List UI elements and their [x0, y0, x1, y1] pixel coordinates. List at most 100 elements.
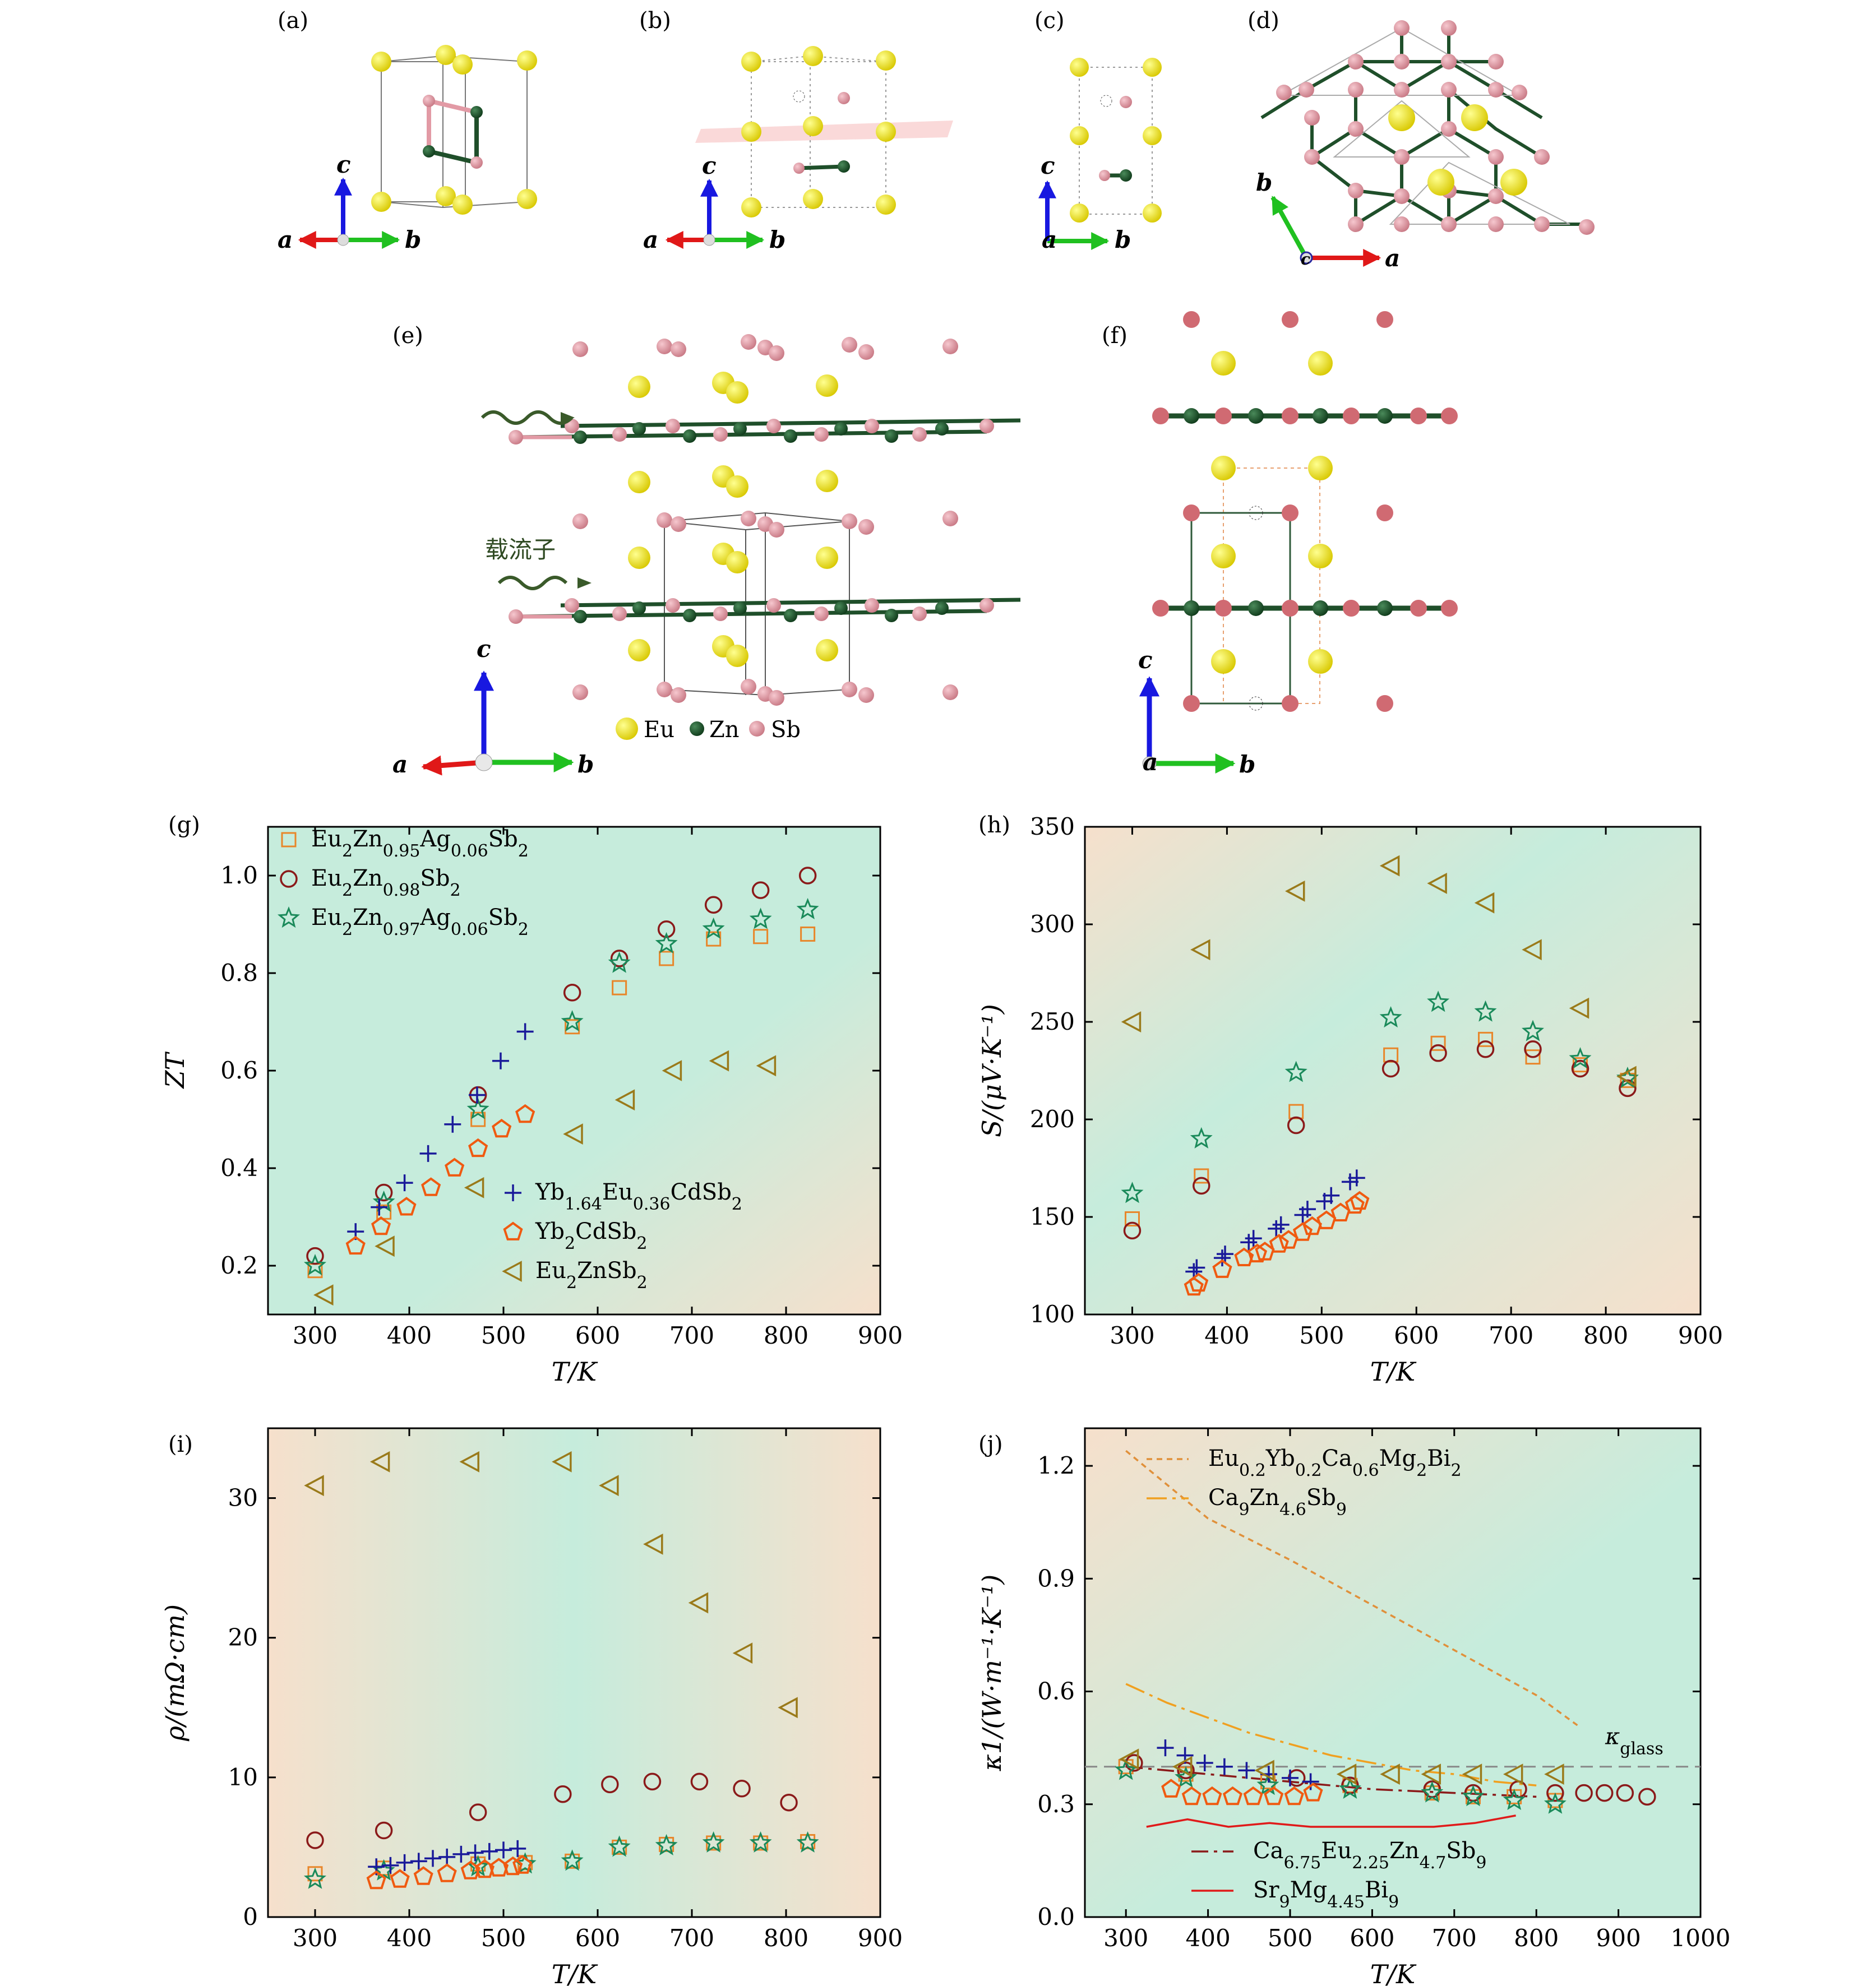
x-tick-label: 700: [669, 1924, 714, 1952]
data-point: [1213, 1249, 1231, 1267]
axis-c-label: c: [1041, 152, 1055, 179]
legend-zn-label: Zn: [709, 717, 740, 743]
series-Eu2Zn0.98Sb2: [306, 1772, 798, 1849]
data-point: [1503, 1789, 1526, 1811]
axis-c-label: c: [477, 635, 491, 663]
x-tick-label: 700: [669, 1322, 714, 1349]
panel-label-j: (j): [978, 1432, 1003, 1457]
data-point: [1341, 1173, 1359, 1191]
structure-e: 载流子 a b c Eu Zn Sb: [392, 334, 1021, 778]
data-point: [345, 1235, 366, 1255]
data-point: [306, 1831, 324, 1849]
data-point: [1287, 1116, 1305, 1135]
data-point: [503, 1856, 523, 1876]
structure-d: a b c: [1256, 20, 1595, 272]
data-point: [612, 980, 627, 996]
data-point: [1123, 1221, 1142, 1240]
axis-b-label: b: [1115, 226, 1131, 253]
data-point: [464, 1177, 484, 1198]
x-tick-label: 800: [1514, 1924, 1559, 1952]
x-tick-label: 600: [1394, 1322, 1439, 1349]
data-point: [706, 931, 722, 947]
data-point: [1172, 1756, 1193, 1777]
legend-label: Ca6.75Eu2.25Zn4.7Sb9: [1253, 1838, 1486, 1873]
data-point: [1474, 892, 1495, 914]
panel-label-i: (i): [168, 1432, 193, 1457]
data-point: [413, 1866, 433, 1885]
data-point: [561, 1010, 584, 1032]
y-tick-label: 30: [228, 1484, 258, 1512]
x-tick-label: 900: [858, 1924, 903, 1952]
data-point: [371, 1216, 391, 1235]
data-point: [1254, 1760, 1274, 1781]
data-point: [303, 1253, 327, 1276]
x-tick-label: 1000: [1671, 1924, 1731, 1952]
data-point: [702, 917, 725, 939]
data-point: [470, 1112, 486, 1127]
data-point: [1190, 939, 1210, 961]
chart-i: 300 400 500 600 700 800 900 0 10 20 30 T/K ρ/(mΩ·cm): [160, 1427, 903, 1986]
data-point: [1462, 1785, 1485, 1807]
data-point: [382, 1857, 399, 1874]
axis-a-label: a: [1042, 226, 1057, 253]
data-point: [512, 1855, 533, 1874]
chart-g: 300 400 500 600 700 800 900 0.2 0.4 0.6 0.8 1.0 T/K Z…: [160, 826, 903, 1387]
y-tick-label: 10: [228, 1763, 258, 1791]
data-point: [599, 1475, 619, 1497]
data-point: [659, 951, 674, 966]
data-point: [1381, 1059, 1400, 1078]
data-point: [489, 1858, 509, 1877]
data-point: [469, 1803, 487, 1821]
y-tick-label: 0.6: [220, 1057, 258, 1084]
data-point: [445, 1158, 465, 1177]
data-point: [1427, 873, 1447, 894]
data-point: [655, 932, 678, 953]
legend-marker: [505, 1184, 521, 1201]
panel-label-b: (b): [639, 8, 671, 34]
series-Eu2ZnSb2: [313, 1050, 777, 1306]
panel-label-g: (g): [168, 812, 200, 838]
data-point: [1427, 990, 1450, 1012]
y-tick-label: 300: [1030, 910, 1075, 938]
x-axis-label: T/K: [1370, 1357, 1417, 1387]
data-point: [1544, 1792, 1567, 1814]
data-point: [1544, 1763, 1564, 1785]
y-tick-label: 1.2: [1037, 1452, 1075, 1479]
data-point: [1379, 1006, 1402, 1028]
line-Ca6.75Eu2.25Zn4.7Sb9: [1126, 1765, 1537, 1798]
data-point: [474, 1859, 495, 1878]
data-point: [437, 1863, 457, 1882]
chart-j: 300 400 500 600 700 800 900 1000 0.0 0.3 0.6 0.9 1.2…: [977, 1427, 1731, 1986]
data-point: [749, 1831, 772, 1853]
data-point: [1421, 1781, 1444, 1803]
panel-label-c: (c): [1034, 8, 1065, 34]
data-point: [1222, 1786, 1243, 1806]
x-tick-label: 300: [1110, 1322, 1154, 1349]
data-point: [709, 1050, 729, 1072]
data-point: [749, 908, 772, 929]
data-point: [1234, 1247, 1254, 1266]
y-tick-label: 0.4: [220, 1154, 258, 1182]
data-point: [688, 1592, 709, 1614]
data-point: [371, 1198, 388, 1216]
data-point: [1189, 1272, 1209, 1292]
y-axis-label: ZT: [160, 1051, 190, 1089]
data-point: [1344, 1195, 1365, 1214]
data-point: [563, 1123, 583, 1145]
data-point: [1245, 1230, 1262, 1247]
data-point: [800, 926, 816, 942]
x-tick-label: 900: [1678, 1322, 1723, 1349]
data-point: [1119, 1748, 1139, 1770]
data-point: [1121, 1011, 1142, 1033]
data-point: [1575, 1784, 1593, 1802]
plot-area: [1084, 1427, 1702, 1918]
legend-label: Eu0.2Yb0.2Ca0.6Mg2Bi2: [1208, 1446, 1462, 1480]
data-point: [796, 1831, 819, 1853]
data-point: [704, 896, 723, 914]
data-point: [303, 1867, 327, 1889]
data-point: [492, 1118, 512, 1138]
axis-a-label: a: [1143, 748, 1158, 776]
x-tick-label: 300: [1103, 1924, 1148, 1952]
x-tick-label: 500: [1268, 1924, 1313, 1952]
data-point: [307, 1866, 323, 1882]
